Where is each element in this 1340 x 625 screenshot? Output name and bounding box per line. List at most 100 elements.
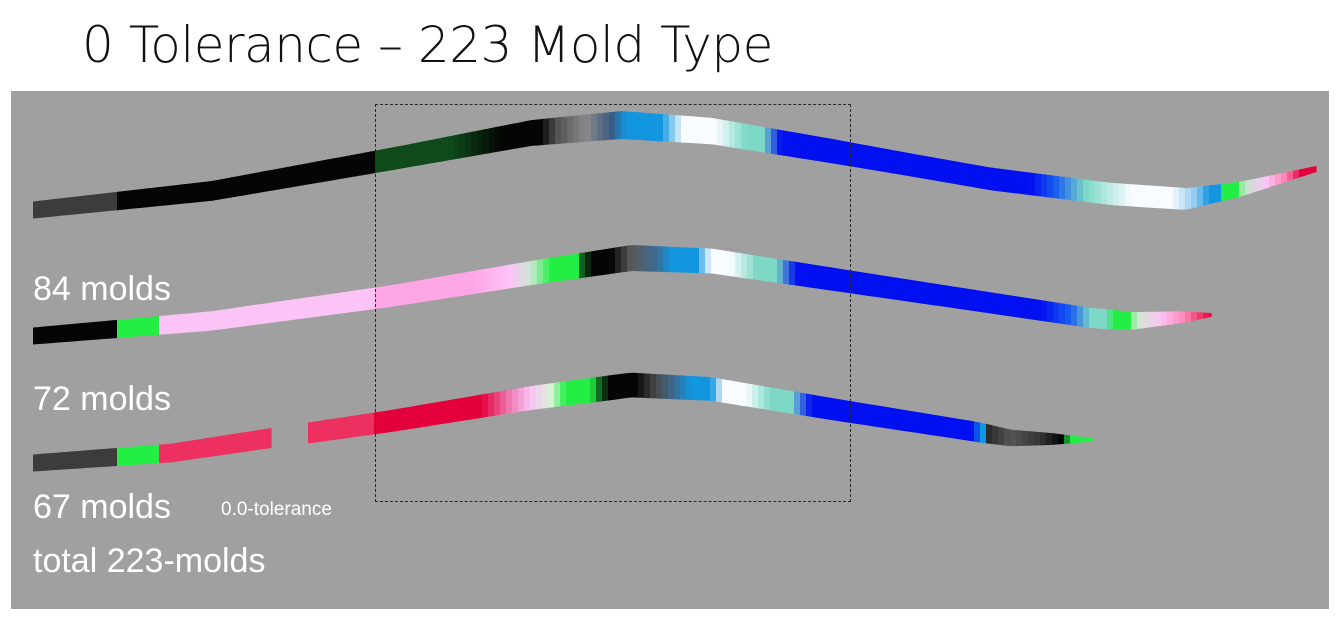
strip-3-cell-136 [884, 406, 891, 429]
strip-3-cell-60 [428, 402, 435, 427]
strip-3-cell-137 [890, 407, 897, 430]
strip-1-cell-179 [1107, 182, 1114, 206]
strip-3-cell-135 [878, 405, 885, 429]
strip-2-cell-188 [1161, 311, 1168, 326]
strip-1-cell-70 [453, 134, 460, 160]
strip-3-cell-97 [650, 373, 657, 399]
strip-2-cell-5 [63, 324, 70, 343]
strip-1-cell-110 [693, 116, 700, 144]
strip-2-cell-17 [135, 317, 142, 337]
strip-2-cell-103 [651, 245, 658, 272]
strip-1-cell-146 [909, 153, 916, 178]
strip-3-cell-165 [1058, 433, 1065, 445]
strip-1-cell-103 [651, 113, 658, 142]
strip-3-cell-41 [314, 420, 321, 443]
strip-2-cell-63 [411, 280, 418, 304]
strip-1-cell-8 [81, 195, 88, 214]
tolerance-label: 0.0-tolerance [221, 499, 332, 520]
mold-strips [33, 111, 1317, 472]
strip-3-cell-64 [452, 398, 459, 423]
strip-2-cell-144 [897, 277, 904, 301]
strip-2-cell-138 [861, 272, 868, 296]
strip-2-cell-82 [525, 260, 532, 287]
strip-2-cell-80 [513, 262, 520, 288]
strip-1-cell-91 [579, 114, 586, 143]
strip-2-cell-176 [1089, 307, 1096, 329]
strip-3-cell-19 [147, 445, 154, 464]
strip-3-cell-169 [1082, 437, 1089, 443]
strip-1-cell-208 [1281, 171, 1288, 184]
strip-3-cell-80 [548, 382, 555, 408]
strip-3-cell-63 [446, 399, 453, 424]
strip-3-cell-167 [1070, 435, 1077, 444]
strip-1-cell-93 [591, 113, 598, 142]
strip-2-cell-134 [837, 268, 844, 293]
mold-count-label-72: 72 molds [33, 380, 171, 418]
strip-2-cell-54 [357, 289, 364, 312]
strip-2-cell-22 [165, 314, 172, 335]
strip-1-cell-6 [69, 196, 76, 215]
strip-3-cell-77 [530, 385, 537, 411]
strip-3-cell-154 [992, 425, 999, 445]
strip-1-cell-121 [759, 126, 766, 153]
strip-1-cell-23 [171, 184, 178, 205]
strip-1-cell-61 [399, 144, 406, 169]
strip-1-cell-138 [861, 144, 868, 170]
strip-3-cell-9 [87, 449, 94, 468]
strip-1-cell-132 [825, 137, 832, 164]
strip-1-cell-115 [723, 119, 730, 148]
strip-3-cell-120 [788, 390, 795, 415]
strip-1-cell-35 [243, 174, 250, 196]
strip-3-cell-5 [63, 451, 70, 470]
strip-1-cell-88 [561, 116, 568, 144]
strip-2-cell-87 [555, 256, 562, 282]
strip-3-cell-119 [782, 389, 789, 414]
strip-3-cell-107 [710, 377, 717, 402]
strip-3-cell-149 [962, 419, 969, 441]
strip-1-cell-150 [933, 157, 940, 182]
strip-3-cell-30 [213, 436, 220, 457]
strip-1-cell-68 [441, 136, 448, 162]
strip-2-cell-166 [1029, 298, 1036, 320]
strip-3-cell-33 [231, 433, 238, 454]
strip-1-cell-85 [543, 118, 550, 146]
strip-1-cell-194 [1197, 186, 1204, 208]
strip-3-cell-162 [1040, 432, 1047, 446]
strip-1-cell-9 [87, 194, 94, 214]
strip-2-cell-139 [867, 273, 874, 297]
strip-1-cell-87 [555, 117, 562, 145]
strip-3-cell-24 [177, 441, 184, 462]
strip-2-cell-183 [1131, 312, 1138, 330]
strip-1-cell-73 [471, 130, 478, 157]
strip-1-cell-41 [279, 167, 286, 190]
strip-3-cell-168 [1076, 436, 1083, 443]
strip-1-cell-197 [1215, 183, 1222, 203]
strip-1-cell-82 [525, 120, 532, 147]
strip-2-cell-169 [1047, 301, 1054, 323]
strip-3-cell-61 [434, 401, 441, 426]
strip-1-cell-171 [1059, 176, 1066, 200]
strip-2-cell-130 [813, 264, 820, 289]
strip-2-cell-111 [699, 248, 706, 274]
strip-3-cell-141 [914, 411, 921, 434]
strip-3-cell-95 [638, 373, 645, 398]
strip-3-cell-127 [830, 397, 837, 421]
strip-3-cell-50 [368, 412, 375, 436]
strip-1-cell-13 [111, 191, 118, 211]
strip-1-cell-118 [741, 123, 748, 150]
strip-2-cell-48 [321, 294, 328, 317]
strip-1-cell-37 [255, 171, 262, 194]
strip-2-cell-90 [573, 253, 580, 280]
strip-1-cell-211 [1299, 168, 1306, 178]
strip-2-cell-13 [111, 319, 118, 339]
strip-3-cell-69 [482, 393, 489, 418]
strip-1-cell-76 [489, 127, 496, 154]
strip-2-cell-159 [987, 291, 994, 314]
strip-3-cell-87 [590, 377, 597, 403]
strip-1-cell-81 [519, 121, 526, 149]
strip-3-cell-1 [39, 453, 46, 472]
strip-2-cell-116 [729, 251, 736, 277]
strip-1-cell-108 [681, 115, 688, 143]
strip-1-cell-204 [1257, 176, 1264, 192]
strip-2-cell-81 [519, 261, 526, 287]
